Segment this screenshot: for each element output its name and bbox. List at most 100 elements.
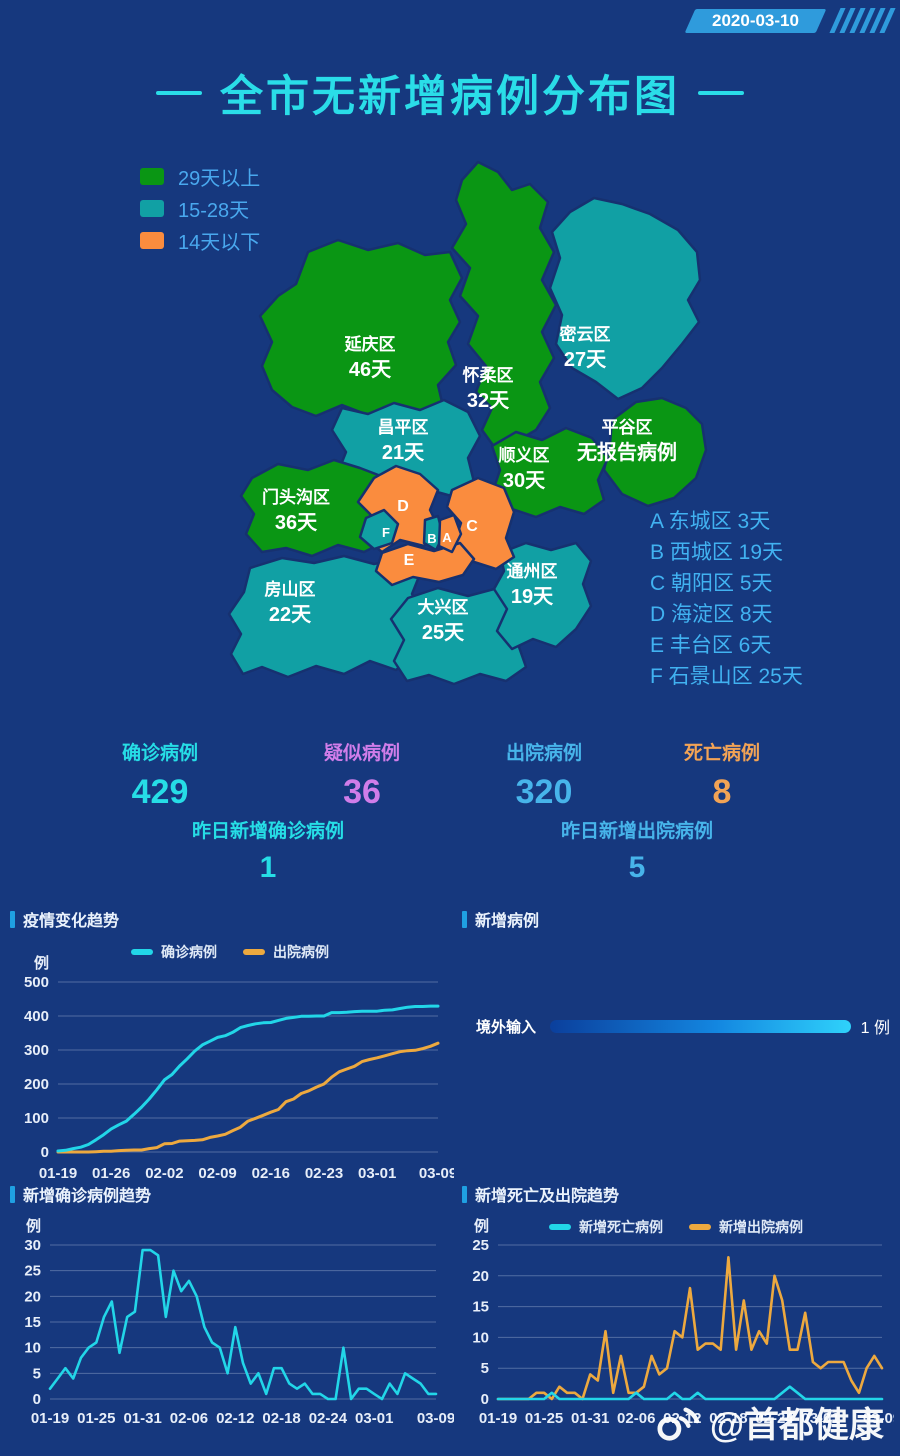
imported-cases-row: 境外输入 1 例 [458, 1014, 894, 1038]
bar-category-label: 境外输入 [476, 1018, 537, 1036]
watermark-text: @首都健康 [709, 1406, 884, 1445]
x-tick-label: 02-06 [617, 1410, 655, 1427]
district-label-name: 顺义区 [499, 445, 550, 465]
legend-item: 新增死亡病例 [549, 1217, 663, 1237]
series-line [56, 1004, 440, 1153]
legend-item: 确诊病例 [131, 942, 217, 962]
x-tick-label: 02-06 [170, 1410, 208, 1427]
y-tick-label: 5 [33, 1365, 41, 1382]
x-tick-label: 02-23 [305, 1165, 343, 1182]
x-tick-label: 03-01 [355, 1410, 393, 1427]
district-label-name: 房山区 [265, 579, 316, 599]
district-label-days: 无报告病例 [577, 440, 677, 464]
district-pinggu [602, 396, 708, 508]
y-tick-label: 20 [24, 1288, 41, 1305]
chart-title: 疫情变化趋势 [23, 913, 120, 930]
district-label-days: 22天 [269, 604, 312, 626]
header-accent-bar [10, 910, 15, 928]
x-tick-label: 01-26 [92, 1165, 130, 1182]
x-tick-label: 02-24 [755, 1410, 794, 1427]
stat-label: 昨日新增出院病例 [560, 821, 713, 842]
stat-label: 疑似病例 [323, 743, 400, 764]
stat-deaths: 死亡病例 8 [622, 738, 822, 812]
legend-row: 15-28天 [140, 192, 260, 224]
line-chart-cumulative: 0 100 200 300 400 500 例 01-19 01-26 02-02 02-09 02-… [24, 954, 457, 1182]
district-label-name: 密云区 [560, 324, 611, 344]
page-title: 全市无新增病例分布图 [220, 73, 680, 121]
stat-label: 昨日新增确诊病例 [191, 821, 344, 842]
district-letter: C [466, 518, 478, 535]
district-label-days: 27天 [564, 349, 607, 371]
legend-swatch-discharged [243, 949, 265, 955]
stat-confirmed: 确诊病例 429 [60, 738, 260, 812]
district-yanqing [258, 238, 464, 418]
legend-label: 确诊病例 [161, 944, 217, 960]
x-tick-label: 01-19 [479, 1410, 517, 1427]
y-tick-label: 0 [33, 1391, 41, 1408]
series-line [496, 1385, 884, 1401]
district-label-days: 21天 [382, 442, 425, 464]
stat-label: 出院病例 [505, 743, 582, 764]
legend-label: 15-28天 [178, 199, 250, 222]
district-letter: A [442, 530, 452, 545]
district-letter: F [382, 525, 390, 540]
y-axis-unit: 例 [26, 1217, 41, 1235]
x-tick-label: 03-01 [801, 1410, 839, 1427]
header-accent-bar [462, 910, 467, 928]
chart-title: 新增病例 [475, 913, 540, 930]
chart-header: 疫情变化趋势 [6, 908, 454, 930]
watermark: @首都健康 [654, 1397, 884, 1448]
x-tick-label: 01-31 [571, 1410, 609, 1427]
chart-legend: 确诊病例 出院病例 [6, 942, 454, 962]
district-label-days: 30天 [503, 470, 546, 492]
district-letter: E [404, 552, 415, 569]
district-dongcheng [437, 513, 463, 554]
district-label-name: 大兴区 [418, 597, 469, 617]
series-line [56, 1041, 440, 1154]
legend-item: 出院病例 [243, 942, 329, 962]
legend-label: 新增死亡病例 [579, 1219, 663, 1235]
stat-label: 确诊病例 [121, 743, 198, 764]
stat-label: 死亡病例 [683, 743, 760, 764]
legend-swatch-green [140, 167, 164, 185]
stat-value: 8 [712, 773, 732, 811]
bar-value-label: 1 例 [860, 1020, 890, 1037]
x-tick-label: 03-09 [863, 1410, 894, 1427]
district-label-days: 32天 [467, 390, 510, 412]
title-line-right [698, 91, 744, 95]
district-label-name: 门头沟区 [262, 487, 330, 507]
y-tick-label: 10 [472, 1329, 489, 1346]
series-line [48, 1248, 438, 1401]
district-miyun [548, 196, 702, 401]
decor-stripes [829, 8, 896, 33]
district-list-item: C 朝阳区 5天 [650, 572, 773, 595]
stat-discharged: 出院病例 320 [444, 738, 644, 812]
y-tick-label: 10 [24, 1340, 41, 1357]
chart-header: 新增死亡及出院趋势 [458, 1183, 894, 1205]
chart-new-confirmed-trend: 新增确诊病例趋势 0 5 10 15 20 25 30 例 01-19 01-25 01-31 02-… [6, 1183, 455, 1456]
chart-legend: 新增死亡病例 新增出院病例 [458, 1217, 894, 1237]
x-tick-label: 03-09 [419, 1165, 454, 1182]
y-tick-label: 5 [481, 1360, 489, 1377]
district-label-days: 46天 [349, 359, 392, 381]
legend-item: 新增出院病例 [689, 1217, 803, 1237]
x-tick-label: 02-02 [145, 1165, 183, 1182]
title-line-left [156, 91, 202, 95]
chart-epidemic-trend: 疫情变化趋势 确诊病例 出院病例 0 100 200 300 400 500 例 01-19 0… [6, 908, 457, 1207]
district-label-name: 延庆区 [344, 334, 396, 354]
district-list-item: B 西城区 19天 [650, 541, 784, 564]
legend-row: 14天以下 [140, 224, 260, 256]
district-label-name: 平谷区 [602, 418, 653, 437]
header-accent-bar [462, 1185, 467, 1203]
map-legend: 29天以上 15-28天 14天以下 [140, 160, 260, 256]
legend-swatch-deaths [549, 1224, 571, 1230]
stat-value: 429 [131, 773, 189, 811]
legend-label: 14天以下 [178, 231, 261, 254]
district-daxing [389, 586, 533, 686]
district-letter: B [427, 531, 436, 546]
district-label-name: 昌平区 [378, 418, 429, 437]
y-tick-label: 0 [481, 1391, 489, 1408]
district-shijingshan [358, 508, 400, 551]
